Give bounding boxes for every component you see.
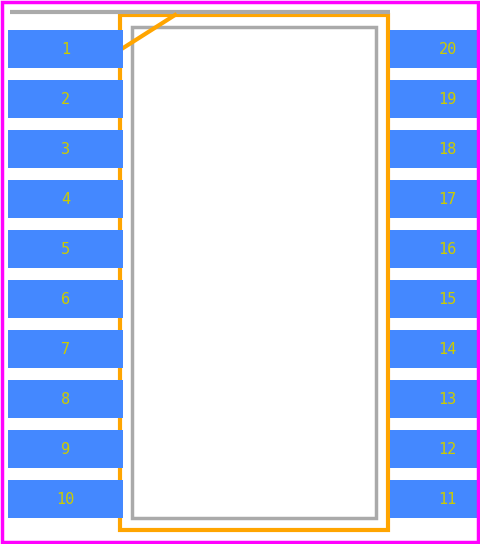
Text: 7: 7 bbox=[61, 342, 70, 356]
Bar bbox=[8, 30, 123, 68]
Bar bbox=[390, 180, 480, 218]
Bar bbox=[8, 380, 123, 418]
Bar bbox=[390, 430, 480, 468]
Bar bbox=[132, 27, 376, 518]
Text: 3: 3 bbox=[61, 141, 70, 157]
Bar bbox=[390, 280, 480, 318]
Text: 4: 4 bbox=[61, 191, 70, 207]
Text: 13: 13 bbox=[438, 392, 456, 406]
Bar bbox=[390, 480, 480, 518]
Text: 11: 11 bbox=[438, 491, 456, 506]
Text: 16: 16 bbox=[438, 242, 456, 257]
Bar bbox=[390, 30, 480, 68]
Text: 15: 15 bbox=[438, 292, 456, 306]
Bar bbox=[120, 15, 388, 530]
Text: 10: 10 bbox=[56, 491, 74, 506]
Text: 19: 19 bbox=[438, 91, 456, 107]
Bar bbox=[390, 80, 480, 118]
Text: 1: 1 bbox=[61, 41, 70, 57]
Bar bbox=[390, 380, 480, 418]
Bar bbox=[8, 230, 123, 268]
Text: 12: 12 bbox=[438, 442, 456, 456]
Bar bbox=[390, 330, 480, 368]
Bar bbox=[8, 430, 123, 468]
Text: 14: 14 bbox=[438, 342, 456, 356]
Text: 5: 5 bbox=[61, 242, 70, 257]
Text: 17: 17 bbox=[438, 191, 456, 207]
Bar bbox=[8, 180, 123, 218]
Text: 6: 6 bbox=[61, 292, 70, 306]
Text: 18: 18 bbox=[438, 141, 456, 157]
Bar bbox=[390, 230, 480, 268]
Bar bbox=[8, 280, 123, 318]
Bar bbox=[390, 130, 480, 168]
Bar bbox=[8, 80, 123, 118]
Text: 2: 2 bbox=[61, 91, 70, 107]
Bar bbox=[8, 480, 123, 518]
Text: 8: 8 bbox=[61, 392, 70, 406]
Text: 20: 20 bbox=[438, 41, 456, 57]
Text: 9: 9 bbox=[61, 442, 70, 456]
Bar bbox=[8, 330, 123, 368]
Bar bbox=[8, 130, 123, 168]
